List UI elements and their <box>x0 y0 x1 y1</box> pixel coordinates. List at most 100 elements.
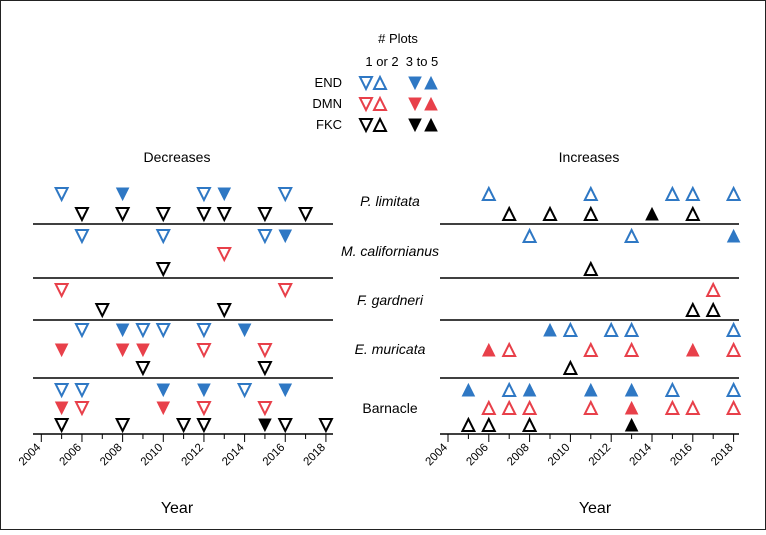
legend-dmn-open-down <box>358 97 374 113</box>
legend-dmn-filled-down <box>408 97 422 112</box>
marker-decreases-p-limitata-end-2016-open <box>277 187 293 203</box>
legend-label-dmn: DMN <box>312 96 342 111</box>
legend-dmn-filled-up <box>424 96 438 111</box>
marker-increases-barnacle-end-2011-filled <box>583 382 598 397</box>
marker-decreases-barnacle-dmn-2010-filled <box>156 401 171 416</box>
marker-decreases-e-muricata-end-2006-open <box>74 323 90 339</box>
marker-increases-barnacle-dmn-2013-filled <box>624 400 639 415</box>
marker-increases-p-limitata-end-2018-open <box>725 185 742 201</box>
marker-decreases-m-californianus-fkc-2010-open <box>155 262 171 278</box>
legend-column-3-5: 3 to 5 <box>406 54 439 69</box>
marker-decreases-barnacle-dmn-2006-open <box>74 401 90 417</box>
row-separator-lines <box>33 223 739 435</box>
marker-increases-barnacle-dmn-2015-open <box>664 399 681 415</box>
marker-increases-e-muricata-dmn-2011-open <box>583 341 599 357</box>
legend-end-filled-down <box>408 76 422 91</box>
marker-decreases-p-limitata-fkc-2008-open <box>115 207 131 223</box>
marker-decreases-barnacle-end-2014-open <box>236 383 253 399</box>
marker-increases-e-muricata-end-2009-filled <box>543 322 557 337</box>
marker-decreases-m-californianus-end-2006-open <box>74 229 90 245</box>
marker-increases-p-limitata-fkc-2014-filled <box>645 206 659 221</box>
marker-increases-barnacle-end-2008-filled <box>522 382 537 397</box>
marker-increases-barnacle-dmn-2018-open <box>725 399 742 415</box>
marker-increases-m-californianus-fkc-2011-open <box>583 260 599 276</box>
marker-increases-barnacle-fkc-2005-open <box>460 416 477 432</box>
legend-title: # Plots <box>378 31 418 46</box>
marker-decreases-barnacle-fkc-2012-open <box>196 418 212 434</box>
marker-increases-m-californianus-end-2013-open <box>623 227 640 243</box>
marker-decreases-e-muricata-dmn-2012-open <box>196 343 212 359</box>
marker-decreases-barnacle-fkc-2005-open <box>54 418 70 434</box>
marker-increases-barnacle-fkc-2006-open <box>481 416 497 432</box>
species-label-p-limitata: P. limitata <box>360 193 420 209</box>
marker-increases-f-gardneri-fkc-2017-open <box>705 301 721 317</box>
marker-decreases-p-limitata-fkc-2017-open <box>297 207 314 223</box>
marker-increases-barnacle-end-2007-open <box>501 381 517 397</box>
legend-end-open-down <box>358 76 374 92</box>
marker-decreases-f-gardneri-dmn-2005-open <box>54 283 70 299</box>
marker-increases-f-gardneri-fkc-2016-open <box>685 301 701 317</box>
marker-increases-e-muricata-dmn-2013-open <box>623 341 640 357</box>
marker-decreases-barnacle-fkc-2015-filled <box>258 418 272 433</box>
marker-decreases-barnacle-end-2012-filled <box>197 383 211 398</box>
marker-increases-f-gardneri-dmn-2017-open <box>705 281 721 297</box>
marker-increases-p-limitata-fkc-2007-open <box>501 205 517 221</box>
marker-increases-p-limitata-fkc-2016-open <box>685 205 701 221</box>
marker-decreases-e-muricata-end-2010-open <box>155 323 171 339</box>
marker-decreases-barnacle-dmn-2005-filled <box>54 401 69 416</box>
species-label-e-muricata: E. muricata <box>355 341 426 357</box>
marker-increases-p-limitata-end-2015-open <box>664 185 681 201</box>
marker-decreases-p-limitata-fkc-2012-open <box>196 207 212 223</box>
marker-increases-barnacle-end-2015-open <box>664 381 681 397</box>
marker-decreases-p-limitata-fkc-2010-open <box>155 207 171 223</box>
marker-decreases-e-muricata-fkc-2015-open <box>257 361 273 377</box>
marker-decreases-p-limitata-end-2012-open <box>196 187 212 203</box>
marker-decreases-e-muricata-end-2012-open <box>196 323 212 339</box>
marker-decreases-m-californianus-end-2015-open <box>257 229 273 245</box>
marker-increases-e-muricata-end-2012-open <box>603 321 619 337</box>
marker-decreases-e-muricata-dmn-2015-open <box>257 343 273 359</box>
marker-decreases-barnacle-fkc-2018-open <box>318 418 334 434</box>
x-axis-title-decreases: Year <box>161 500 194 517</box>
marker-decreases-p-limitata-end-2008-filled <box>115 187 130 202</box>
event-markers <box>54 185 742 434</box>
marker-decreases-p-limitata-fkc-2006-open <box>74 207 90 223</box>
marker-increases-e-muricata-dmn-2006-filled <box>481 342 496 357</box>
legend-column-1-2: 1 or 2 <box>365 54 398 69</box>
marker-decreases-m-californianus-end-2010-open <box>155 229 171 245</box>
legend-markers <box>358 74 438 134</box>
marker-increases-barnacle-fkc-2013-filled <box>624 417 639 432</box>
marker-decreases-e-muricata-end-2014-filled <box>237 323 252 338</box>
marker-decreases-barnacle-dmn-2012-open <box>196 401 212 417</box>
marker-increases-e-muricata-end-2013-open <box>623 321 640 337</box>
marker-decreases-barnacle-fkc-2016-open <box>277 418 293 434</box>
marker-decreases-barnacle-end-2010-filled <box>156 383 171 398</box>
species-label-barnacle: Barnacle <box>362 400 417 416</box>
marker-increases-barnacle-end-2018-open <box>725 381 742 397</box>
legend-fkc-filled-down <box>408 118 422 133</box>
marker-decreases-barnacle-end-2006-open <box>74 383 90 399</box>
species-label-m-californianus: M. californianus <box>341 243 439 259</box>
marker-decreases-p-limitata-fkc-2013-open <box>216 207 232 223</box>
marker-decreases-p-limitata-fkc-2015-open <box>257 207 273 223</box>
marker-decreases-barnacle-fkc-2008-open <box>115 418 131 434</box>
legend-label-end: END <box>315 75 342 90</box>
marker-increases-p-limitata-fkc-2009-open <box>542 205 558 221</box>
legend: # Plots 1 or 2 3 to 5 END DMN FKC <box>312 31 439 134</box>
marker-increases-p-limitata-end-2006-open <box>481 185 497 201</box>
marker-decreases-barnacle-fkc-2011-open <box>175 418 192 434</box>
marker-increases-p-limitata-end-2016-open <box>685 185 701 201</box>
panel-title-increases: Increases <box>559 149 620 165</box>
marker-decreases-barnacle-end-2005-open <box>54 383 70 399</box>
marker-decreases-barnacle-end-2016-filled <box>278 383 293 398</box>
marker-increases-e-muricata-dmn-2018-open <box>725 341 742 357</box>
legend-label-fkc: FKC <box>316 117 342 132</box>
legend-fkc-open-up <box>372 116 388 132</box>
marker-decreases-f-gardneri-fkc-2007-open <box>94 303 110 319</box>
legend-fkc-open-down <box>358 118 374 134</box>
marker-increases-barnacle-dmn-2006-open <box>481 399 497 415</box>
marker-increases-barnacle-dmn-2008-open <box>521 399 538 415</box>
marker-increases-e-muricata-end-2010-open <box>562 321 579 337</box>
